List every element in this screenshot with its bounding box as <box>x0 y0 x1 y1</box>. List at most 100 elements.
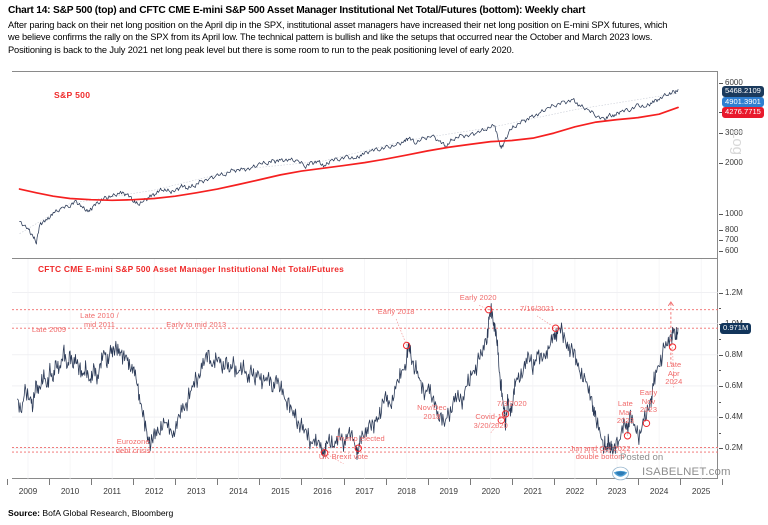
x-axis-tick <box>680 479 682 485</box>
annotation-text: Nov/Dec 2018 <box>417 403 447 421</box>
annotation-leader-line <box>395 318 407 346</box>
annotation-leader-line <box>324 452 344 465</box>
x-axis-tick <box>343 479 345 485</box>
price-flag-blue: 4901.3901 <box>722 96 764 108</box>
x-axis-tick <box>217 479 219 485</box>
x-axis-tick <box>91 479 93 485</box>
annotation-text: Early Nov 2023 <box>639 388 658 415</box>
x-axis-tick <box>469 479 471 485</box>
annotation-text: 7/16/2021 <box>519 304 555 314</box>
x-axis-tick <box>133 479 135 485</box>
annotation-text: Late 2010 / mid 2011 <box>80 311 119 329</box>
x-axis-label: 2011 <box>103 486 122 496</box>
annotation-marker <box>354 444 362 452</box>
x-axis-label: 2022 <box>565 486 585 496</box>
y-axis-tick <box>719 385 723 387</box>
x-axis-tick <box>553 479 555 485</box>
annotation-text: 7/3/2020 <box>496 399 527 409</box>
panel-divider <box>12 258 718 259</box>
sp500-guide-line <box>19 92 679 234</box>
annotation-text: Eurozone debt crisis <box>115 437 151 455</box>
x-axis-tick <box>385 479 387 485</box>
y-axis-tick <box>719 162 723 164</box>
annotation-text: Late 2009 <box>31 324 67 334</box>
y-axis-tick <box>719 82 723 84</box>
x-axis-label: 2024 <box>649 486 669 496</box>
x-axis-tick <box>427 479 429 485</box>
x-axis-label: 2013 <box>187 486 206 496</box>
source-text: BofA Global Research, Bloomberg <box>42 508 174 518</box>
annotation-leader-line <box>672 347 675 390</box>
sp500-price-line <box>19 89 679 245</box>
annotation-marker <box>320 449 329 457</box>
annotation-text: Early to mid 2013 <box>166 319 227 329</box>
sp500-plot <box>18 89 679 245</box>
cftc-net-position-line <box>17 303 679 461</box>
annotation-marker <box>402 341 411 350</box>
y-axis-label: 0.2M <box>725 443 743 453</box>
header-paragraph: After paring back on their net long posi… <box>8 19 762 56</box>
y-axis-label: 1.0M <box>725 319 743 328</box>
x-axis-label: 2018 <box>397 486 416 496</box>
annotation-text: Covid-19 3/20/2020 <box>473 412 508 431</box>
y-axis-label: 3000 <box>725 128 743 138</box>
y-axis-minor-tick <box>719 339 721 341</box>
annotation-marker <box>501 410 510 418</box>
annotation-marker <box>642 419 651 428</box>
cftc-series-label: CFTC CME E-mini S&P 500 Asset Manager In… <box>38 264 345 274</box>
annotation-marker <box>484 305 493 314</box>
y-axis-label: 6000 <box>725 77 743 87</box>
annotation-marker <box>497 416 506 424</box>
annotation-leader-line <box>536 315 556 329</box>
y-axis-label: 700 <box>725 234 739 244</box>
price-flag-navy: 5468.2109 <box>722 86 764 97</box>
x-axis-label: 2017 <box>355 486 374 496</box>
cftc-panel: CFTC CME E-mini S&P 500 Asset Manager In… <box>12 259 752 480</box>
y-axis-tick <box>719 354 723 356</box>
y-axis-tick <box>719 250 723 252</box>
x-axis-label: 2023 <box>607 486 627 496</box>
price-flag-red: 4276.7715 <box>722 107 764 118</box>
x-axis-tick <box>511 479 513 485</box>
x-axis-label: 2021 <box>523 486 543 496</box>
x-axis-label: 2010 <box>60 486 80 496</box>
y-axis-minor-tick <box>719 308 721 310</box>
y-axis-label: 0.4M <box>725 412 743 422</box>
source-line: Source: BofA Global Research, Bloomberg <box>8 508 173 518</box>
x-axis-tick <box>638 479 640 485</box>
x-axis-label: 2019 <box>439 486 458 496</box>
x-axis-tick <box>6 479 8 485</box>
y-axis-tick <box>719 213 723 215</box>
sp500-series-label: S&P 500 <box>54 90 91 100</box>
header-paragraph-line: Positioning is back to the July 2021 net… <box>8 44 514 55</box>
x-axis-tick <box>722 479 724 485</box>
sp500-moving-average-line <box>18 106 679 202</box>
y-axis-minor-tick <box>719 401 721 403</box>
y-axis-minor-tick <box>719 370 721 372</box>
y-axis-minor-tick <box>719 432 721 434</box>
annotation-text: Jun and Oct 2022 double bottom <box>569 443 631 462</box>
source-label: Source: <box>8 508 40 518</box>
header-paragraph-line: we believe confirms the rally on the SPX… <box>8 32 653 43</box>
x-axis-label: 2016 <box>313 486 332 496</box>
x-axis-label: 2012 <box>144 486 164 496</box>
x-axis-label: 2025 <box>691 486 711 496</box>
y-axis-tick <box>719 448 723 450</box>
header-paragraph-line: After paring back on their net long posi… <box>8 20 668 30</box>
x-axis-label: 2020 <box>481 486 501 496</box>
x-axis-tick <box>259 479 261 485</box>
current-value-flag: 0.971M <box>720 323 752 334</box>
annotation-text: Late Apr 2024 <box>665 360 683 387</box>
annotation-text: Late Mar 2023 <box>616 399 634 426</box>
y-axis-label: 1.2M <box>725 287 743 297</box>
x-axis-label: 2014 <box>229 486 248 496</box>
x-axis-tick <box>175 479 177 485</box>
y-axis-tick <box>719 133 723 135</box>
x-axis-tick <box>595 479 597 485</box>
y-axis-label: 2000 <box>725 157 743 167</box>
y-axis-tick <box>719 229 723 231</box>
annotation-marker <box>623 432 632 440</box>
y-axis-label: 1000 <box>725 208 743 218</box>
y-axis-tick <box>719 239 723 241</box>
